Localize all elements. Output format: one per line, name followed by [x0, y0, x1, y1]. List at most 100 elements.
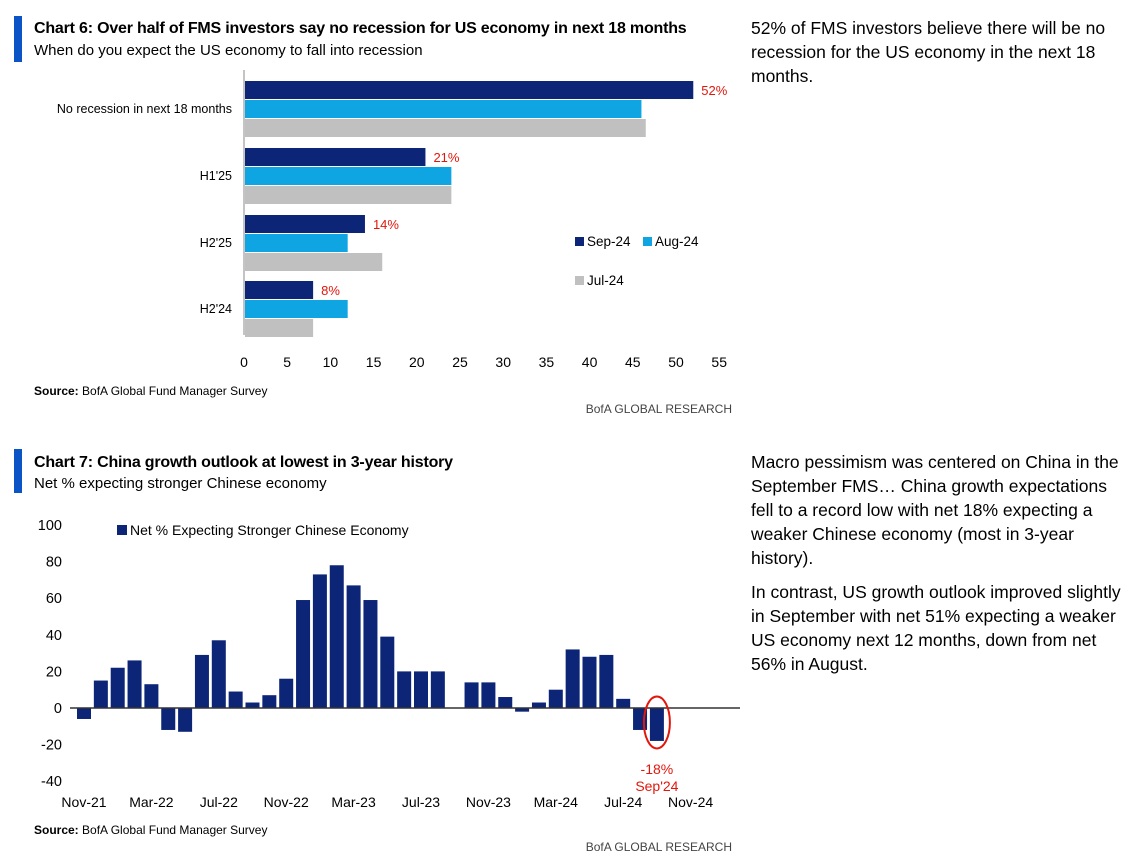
chart6-bar-aug-24 [245, 167, 452, 185]
chart7-legend-label: Net % Expecting Stronger Chinese Economy [130, 522, 409, 538]
chart7-x-tick-label: Mar-22 [129, 794, 174, 810]
chart7-bar [397, 671, 412, 708]
chart6-title: Chart 6: Over half of FMS investors say … [34, 20, 687, 37]
chart7-source-label: Source: [34, 823, 79, 837]
chart7-commentary-p1: Macro pessimism was centered on China in… [751, 452, 1119, 568]
chart6-bar-jul-24 [245, 186, 452, 204]
chart7-y-tick-label: 40 [46, 628, 62, 644]
chart6-legend-swatch [575, 237, 584, 246]
chart7-bar [515, 708, 530, 712]
chart7-y-tick-label: 100 [38, 518, 62, 534]
chart6-x-tick-label: 40 [582, 354, 598, 370]
chart7-bar [279, 678, 294, 708]
chart6-x-tick-label: 50 [668, 354, 684, 370]
chart7-bar [346, 585, 361, 708]
chart7-x-tick-label: Jul-23 [402, 794, 440, 810]
chart7-bar [296, 600, 311, 708]
chart7-brand: BofA GLOBAL RESEARCH [585, 840, 732, 854]
chart7-x-tick-label: Nov-22 [264, 794, 309, 810]
chart7-annotation-date: Sep'24 [635, 778, 678, 794]
chart7-bar [312, 574, 327, 708]
chart7-bar [531, 702, 546, 708]
chart7-annotation-value: -18% [641, 761, 674, 777]
chart7-bar [430, 671, 445, 708]
chart7-x-tick-label: Nov-23 [466, 794, 511, 810]
chart6-accent-bar [14, 16, 22, 62]
chart7-bar [77, 708, 91, 719]
chart6-category-label: H2'25 [200, 236, 232, 250]
chart7-bar [127, 660, 142, 708]
chart6-x-tick-label: 25 [452, 354, 468, 370]
chart6-bar-jul-24 [245, 319, 314, 337]
chart7-bar [211, 640, 226, 708]
chart6-data-label: 14% [373, 217, 399, 232]
chart7-highlight-circle [642, 695, 671, 750]
chart7-bar [582, 656, 597, 708]
chart6-brand: BofA GLOBAL RESEARCH [585, 402, 732, 416]
chart7-title: Chart 7: China growth outlook at lowest … [34, 454, 453, 471]
chart6-commentary-text: 52% of FMS investors believe there will … [751, 18, 1106, 86]
chart7-bar [481, 682, 496, 708]
chart6-data-label: 21% [433, 150, 459, 165]
chart6-x-tick-label: 20 [409, 354, 425, 370]
chart6-x-tick-label: 30 [495, 354, 511, 370]
chart6-x-tick-label: 10 [323, 354, 339, 370]
chart7-y-tick-label: 80 [46, 555, 62, 571]
chart6-bar-aug-24 [245, 100, 642, 118]
chart7-bar [363, 600, 378, 708]
chart6-bar-aug-24 [245, 234, 348, 252]
chart7-bar [548, 689, 563, 708]
chart7-plot: 100 80 60 40 20 0 -20 -40 Nov-21 Mar-22 Jul-22 Nov-… [38, 518, 740, 810]
chart6-category-label: No recession in next 18 months [57, 102, 232, 116]
chart7-x-tick-label: Mar-24 [534, 794, 579, 810]
chart6-category-label: H1'25 [200, 169, 232, 183]
chart6-x-tick-label: 45 [625, 354, 641, 370]
chart7-y-tick-label: -40 [41, 774, 62, 790]
chart6-legend-swatch [575, 276, 584, 285]
chart7-commentary: Macro pessimism was centered on China in… [751, 450, 1131, 686]
chart6-subtitle: When do you expect the US economy to fal… [34, 42, 423, 59]
chart6-bar-jul-24 [245, 253, 383, 271]
chart7-x-tick-label: Nov-21 [61, 794, 106, 810]
chart6-bar-sep-24 [245, 148, 426, 166]
chart7-accent-bar [14, 449, 22, 493]
chart6-source-text: BofA Global Fund Manager Survey [82, 384, 268, 398]
chart7-bar [599, 654, 614, 708]
chart7-bar [649, 708, 664, 741]
chart7-bar [144, 684, 159, 708]
chart7-bar [464, 682, 479, 708]
chart6-bar-sep-24 [245, 281, 314, 299]
chart7-bar [262, 695, 277, 708]
chart7-source: Source: BofA Global Fund Manager Survey [34, 823, 267, 837]
chart7-legend-swatch [117, 525, 127, 535]
chart7-bar [194, 654, 209, 708]
chart7-bar [178, 708, 193, 732]
chart7-bar [414, 671, 428, 708]
chart7-x-tick-label: Nov-24 [668, 794, 713, 810]
chart6-bar-sep-24 [245, 81, 694, 99]
chart7-bar [329, 565, 344, 708]
chart6-x-tick-label: 15 [366, 354, 382, 370]
chart6-bar-aug-24 [245, 300, 348, 318]
chart7-bar [93, 680, 108, 708]
chart7-y-tick-label: -20 [41, 738, 62, 754]
chart7-commentary-p2: In contrast, US growth outlook improved … [751, 582, 1121, 674]
chart6-x-tick-label: 55 [711, 354, 727, 370]
chart6-section: Chart 6: Over half of FMS investors say … [0, 0, 740, 425]
chart7-x-tick-label: Mar-23 [331, 794, 376, 810]
chart7-bar [498, 697, 513, 708]
chart7-bar [616, 698, 631, 708]
chart6-source-label: Source: [34, 384, 79, 398]
chart6-data-label: 8% [321, 283, 340, 298]
chart6-legend-label: Aug-24 [655, 234, 699, 249]
chart7-bar [380, 636, 395, 708]
chart7-y-tick-label: 60 [46, 591, 62, 607]
chart7-x-tick-label: Jul-24 [604, 794, 642, 810]
chart6-source: Source: BofA Global Fund Manager Survey [34, 384, 267, 398]
chart7-bar [245, 702, 260, 708]
chart6-x-tick-label: 0 [240, 354, 248, 370]
chart6-bar-jul-24 [245, 119, 646, 137]
chart6-legend-label: Sep-24 [587, 234, 631, 249]
chart6-commentary: 52% of FMS investors believe there will … [751, 16, 1131, 98]
chart7-bar [228, 691, 243, 708]
